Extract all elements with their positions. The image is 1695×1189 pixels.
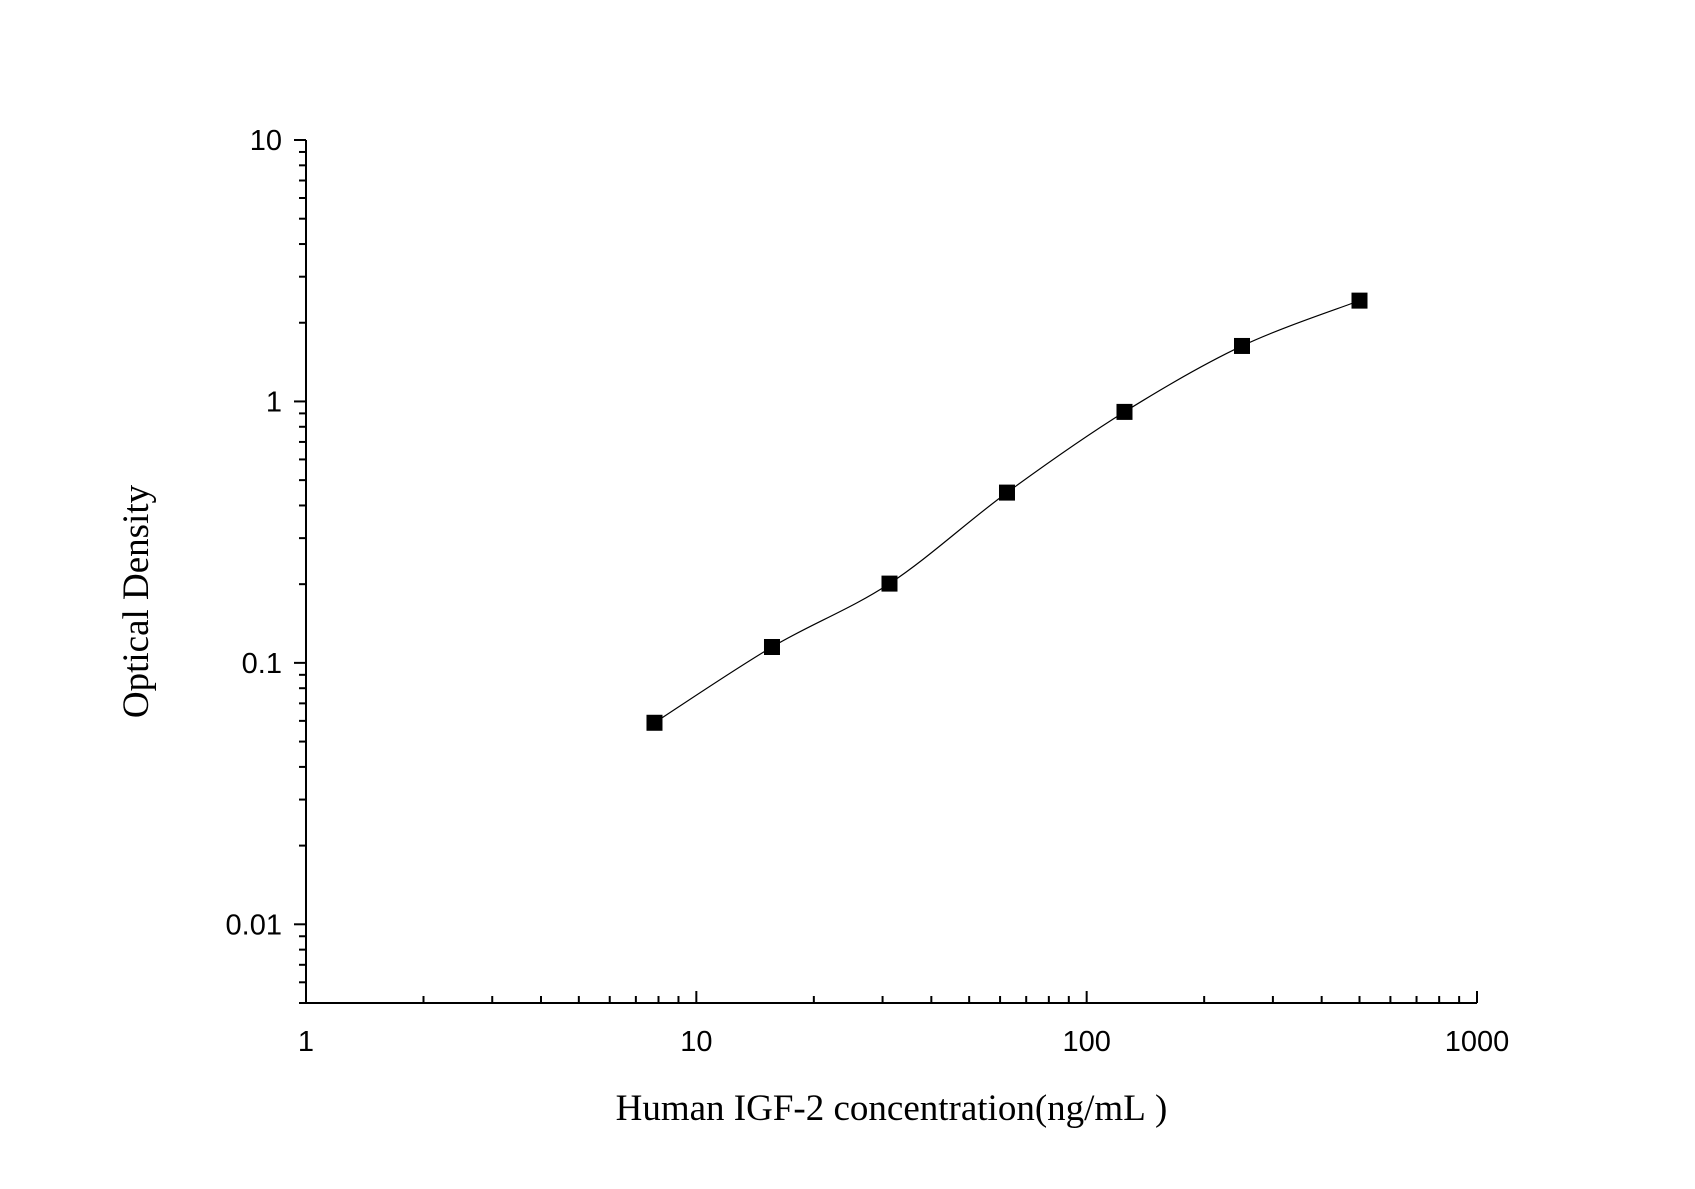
x-tick-label: 10 [680, 1026, 712, 1058]
data-point [881, 575, 898, 592]
x-tick-label: 1 [298, 1026, 314, 1058]
axis-labels-layer: Human IGF-2 concentration(ng/mL ) Optica… [116, 484, 1167, 1129]
data-point [1233, 337, 1250, 354]
y-tick-label: 10 [250, 125, 282, 157]
data-point [646, 714, 663, 731]
data-point [763, 638, 780, 655]
y-axis-title: Optical Density [116, 484, 157, 718]
data-points-layer [646, 292, 1368, 731]
y-tick-label: 0.1 [242, 648, 282, 680]
data-point [998, 484, 1015, 501]
y-tick-label: 1 [266, 386, 282, 418]
data-point [1116, 403, 1133, 420]
fit-curve [654, 300, 1360, 724]
axes: 1 10 100 1000 0.01 0.1 1 10 [226, 125, 1510, 1058]
data-point [1351, 292, 1368, 309]
x-axis-title: Human IGF-2 concentration(ng/mL ) [616, 1088, 1168, 1129]
fit-curve-layer [654, 300, 1360, 724]
x-tick-label: 100 [1062, 1026, 1110, 1058]
x-tick-label: 1000 [1445, 1026, 1510, 1058]
y-tick-label: 0.01 [226, 909, 282, 941]
